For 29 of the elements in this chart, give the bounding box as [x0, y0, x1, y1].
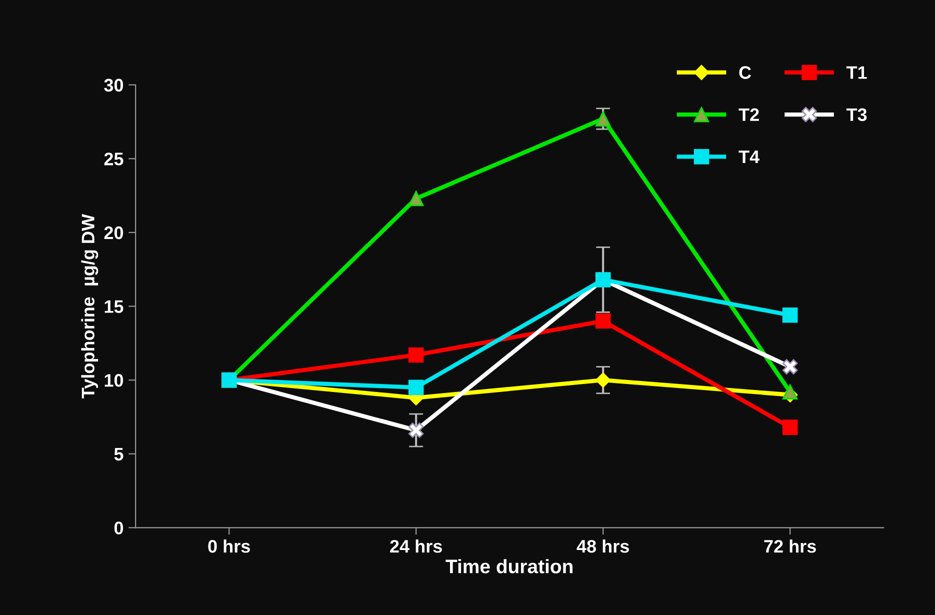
y-tick-label: 30: [104, 78, 124, 92]
point: [408, 422, 424, 438]
x-tick-label: 48 hrs: [576, 539, 629, 553]
y-tick-label: 0: [114, 522, 124, 534]
y-tick-label: 10: [104, 374, 124, 387]
point: [782, 384, 798, 400]
y-tick-label: 25: [104, 152, 124, 166]
y-tick-label: 5: [114, 448, 124, 461]
point: [595, 111, 611, 126]
legend-label: T2: [738, 108, 759, 121]
point: [782, 359, 798, 374]
point: [782, 307, 798, 323]
x-axis-title: Time duration: [446, 559, 572, 574]
legend-label: T3: [846, 108, 867, 122]
point: [408, 380, 424, 396]
x-tick-label: 24 hrs: [390, 539, 442, 553]
point: [782, 420, 798, 435]
point: [595, 313, 611, 329]
x-tick-label: 0 hrs: [208, 539, 250, 553]
point: [408, 347, 424, 363]
legend-label: C: [739, 66, 752, 79]
y-tick-label: 15: [104, 300, 124, 313]
legend-label: T1: [846, 66, 867, 79]
y-tick-label: 20: [104, 226, 124, 240]
x-tick-label: 72 hrs: [764, 539, 816, 553]
y-axis-title: Tylophorine µg/g DW: [81, 214, 98, 398]
legend-label: T4: [738, 150, 760, 163]
point: [596, 372, 611, 388]
point: [408, 190, 424, 206]
